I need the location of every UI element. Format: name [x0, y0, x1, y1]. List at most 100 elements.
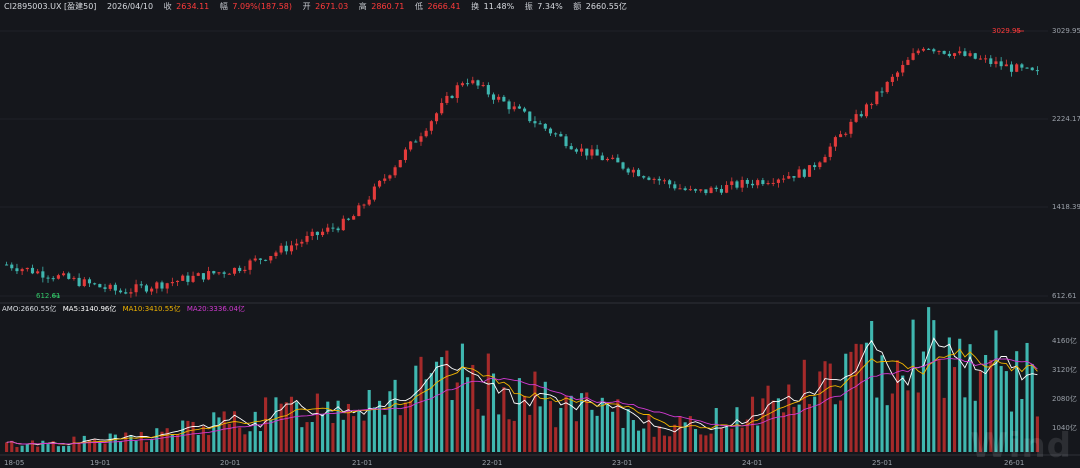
volume-bar [419, 356, 423, 452]
volume-bar [621, 427, 625, 452]
candle-body [41, 271, 45, 278]
candle-body [72, 277, 76, 279]
candle-body [626, 168, 630, 173]
candle [1004, 59, 1008, 67]
candle [227, 272, 231, 275]
candle-body [186, 275, 190, 282]
low-marker-label: 612.61 [36, 292, 61, 300]
volume-bar [87, 440, 92, 452]
volume-bar [916, 392, 920, 452]
candle-body [67, 273, 71, 279]
candle [683, 186, 687, 192]
candle [828, 143, 832, 161]
candle-body [502, 96, 506, 102]
candle [289, 240, 294, 255]
candle [481, 82, 485, 88]
candle [51, 276, 55, 282]
open-label: 开 [302, 2, 311, 11]
candle-body [227, 273, 231, 275]
candle [486, 82, 490, 98]
candle-body [1015, 64, 1019, 72]
candle-body [352, 216, 356, 220]
candle-body [543, 123, 547, 129]
candle [82, 276, 86, 288]
candle-body [383, 178, 387, 181]
candle-body [818, 162, 822, 168]
candle [460, 81, 464, 87]
candle-body [921, 48, 926, 51]
candle [1020, 62, 1024, 71]
volume-bar [989, 360, 993, 452]
volume-bar [212, 412, 216, 452]
candle-body [207, 271, 211, 280]
volume-bar [341, 419, 345, 452]
candle-body [844, 133, 848, 135]
volume-bar [626, 408, 630, 452]
candle-body [792, 176, 796, 178]
volume-bar [719, 428, 723, 452]
candle-body [10, 264, 14, 269]
candle-body [279, 245, 283, 253]
volume-bar [103, 443, 107, 452]
candle-body [647, 177, 651, 180]
candle [175, 280, 180, 286]
candle-body [952, 53, 957, 56]
candle [989, 55, 993, 67]
volume-bar [693, 429, 698, 452]
candle [502, 94, 506, 102]
candle-body [331, 227, 335, 229]
candle-body [517, 106, 521, 109]
candle-body [730, 181, 734, 185]
candle-body [932, 49, 936, 52]
volume-bar [5, 442, 9, 452]
volume-bar [958, 338, 962, 452]
time-tick: 21-01 [352, 459, 372, 467]
candle-body [321, 231, 325, 236]
volume-bars [5, 307, 1039, 452]
candle-body [885, 81, 889, 93]
candle-body [548, 128, 553, 134]
candle [574, 147, 578, 154]
candle-body [688, 189, 692, 191]
candle-body [326, 227, 330, 232]
volume-bar [875, 397, 879, 452]
candle-body [683, 188, 687, 190]
candle [657, 176, 661, 185]
candle-body [455, 85, 459, 98]
candle [336, 226, 340, 233]
candle-body [1035, 70, 1039, 72]
volume-bar [1030, 364, 1034, 452]
candle-body [574, 149, 578, 152]
amplitude-label: 振 [524, 2, 533, 11]
price-tick: 3029.95 [1052, 27, 1080, 35]
low-label: 低 [414, 2, 423, 11]
volume-bar [652, 436, 656, 452]
volume-bar [833, 404, 837, 452]
candle [388, 174, 392, 181]
volume-bar [398, 415, 402, 452]
candle-body [585, 148, 589, 156]
volume-bar [839, 400, 843, 452]
candle [704, 189, 708, 196]
candle [533, 116, 537, 128]
candle-body [139, 284, 143, 286]
volume-bar [1020, 399, 1024, 452]
candle-body [554, 133, 558, 135]
candle [885, 80, 889, 94]
volume-bar [476, 409, 480, 452]
candle [1015, 63, 1019, 73]
candle-body [144, 285, 149, 292]
candle-body [393, 167, 397, 176]
volume-bar [1025, 342, 1029, 452]
volume-bar [636, 430, 641, 452]
candle-body [761, 180, 765, 185]
volume-bar [512, 420, 516, 452]
candle [1030, 66, 1034, 71]
candle [357, 202, 361, 217]
candle-body [533, 121, 537, 124]
ma20-label: MA20:3336.04亿 [186, 305, 245, 313]
candle [932, 47, 936, 54]
volume-bar [497, 414, 501, 452]
candle [766, 180, 770, 186]
